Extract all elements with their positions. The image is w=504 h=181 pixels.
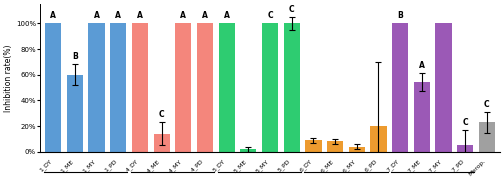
Text: A: A xyxy=(202,11,208,20)
Text: C: C xyxy=(267,11,273,20)
Bar xyxy=(132,23,148,152)
Bar xyxy=(110,23,127,152)
Text: C: C xyxy=(462,118,468,127)
Bar xyxy=(305,140,322,152)
Bar xyxy=(197,23,213,152)
Text: A: A xyxy=(137,11,143,20)
Bar xyxy=(175,23,192,152)
Text: C: C xyxy=(289,5,294,14)
Bar xyxy=(45,23,61,152)
Bar xyxy=(349,147,365,152)
Text: B: B xyxy=(72,52,78,61)
Text: A: A xyxy=(180,11,186,20)
Bar xyxy=(327,142,343,152)
Bar xyxy=(67,75,83,152)
Text: A: A xyxy=(115,11,121,20)
Text: B: B xyxy=(397,11,403,20)
Bar xyxy=(240,149,257,152)
Text: A: A xyxy=(94,11,99,20)
Bar xyxy=(154,134,170,152)
Bar xyxy=(479,122,495,152)
Bar xyxy=(392,23,408,152)
Bar xyxy=(89,23,105,152)
Bar xyxy=(284,23,300,152)
Text: A: A xyxy=(419,61,425,70)
Bar xyxy=(457,145,473,152)
Text: A: A xyxy=(50,11,56,20)
Bar xyxy=(414,83,430,152)
Bar xyxy=(370,126,387,152)
Text: C: C xyxy=(159,110,164,119)
Bar xyxy=(435,23,452,152)
Bar xyxy=(262,23,278,152)
Text: C: C xyxy=(484,100,490,109)
Text: A: A xyxy=(224,11,230,20)
Y-axis label: Inhibition rate(%): Inhibition rate(%) xyxy=(4,44,13,112)
Bar xyxy=(219,23,235,152)
